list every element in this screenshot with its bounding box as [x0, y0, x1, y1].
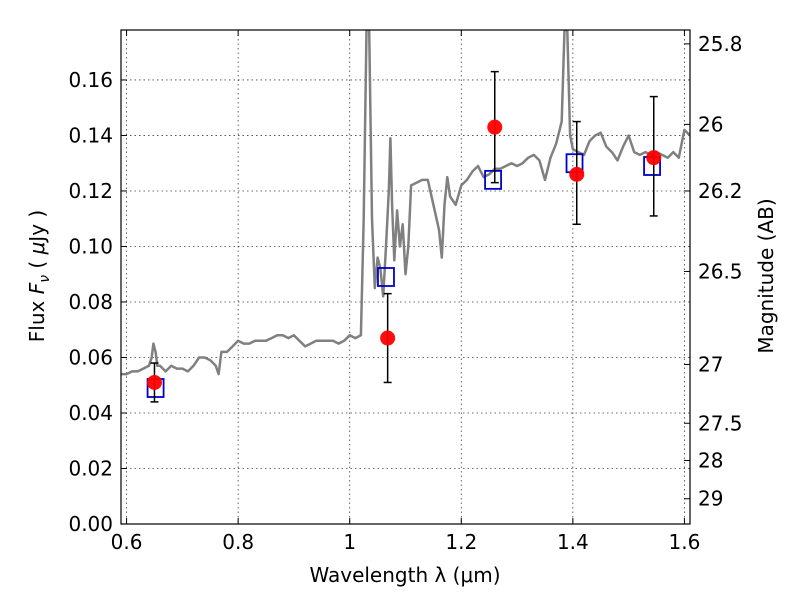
- x-tick-label: 0.8: [222, 530, 254, 554]
- observed-point: [146, 374, 162, 390]
- y-tick-label: 0.06: [68, 345, 113, 369]
- y-tick-label: 0.10: [68, 234, 113, 258]
- y-tick-label: 0.08: [68, 290, 113, 314]
- right-tick-label: 27: [698, 352, 723, 376]
- right-tick-label: 25.8: [698, 32, 743, 56]
- right-tick-label: 27.5: [698, 411, 743, 435]
- model-square-series: [146, 153, 661, 398]
- observed-point: [646, 150, 662, 166]
- right-tick-label: 26.2: [698, 179, 743, 203]
- y-axis-label-part: ν: [37, 275, 53, 283]
- right-tick-labels: 25.8 26 26.2 26.5 27 27.5 28 29: [698, 32, 743, 511]
- observed-point: [380, 330, 396, 346]
- y-tick-labels: 0.00 0.02 0.04 0.06 0.08 0.10 0.12 0.14 0.16: [68, 68, 113, 536]
- y-tick-label: 0.04: [68, 401, 113, 425]
- y-tick-label: 0.12: [68, 179, 113, 203]
- x-tick-labels: 0.6 0.8 1 1.2 1.4 1.6: [111, 530, 701, 554]
- x-tick-label: 1.2: [445, 530, 477, 554]
- y-tick-label: 0.16: [68, 68, 113, 92]
- x-tick-label: 1.4: [557, 530, 589, 554]
- x-tick-label: 1.6: [669, 530, 701, 554]
- plot-frame: [120, 29, 691, 525]
- y-axis-label-part: Flux: [25, 294, 49, 342]
- y-tick-label: 0.00: [68, 512, 113, 536]
- right-axis-label: Magnitude (AB): [754, 198, 778, 353]
- x-tick-label: 0.6: [111, 530, 143, 554]
- observed-point-series: [146, 70, 662, 403]
- observed-point: [569, 166, 585, 182]
- right-tick-label: 26.5: [698, 259, 743, 283]
- right-tick-label: 28: [698, 448, 723, 472]
- y-tick-label: 0.02: [68, 456, 113, 480]
- grid-lines: [121, 30, 690, 525]
- y-tick-label: 0.14: [68, 123, 113, 147]
- right-tick-label: 26: [698, 112, 723, 136]
- x-tick-label: 1: [343, 530, 356, 554]
- y-axis-label-part: F: [25, 282, 49, 294]
- right-tick-label: 29: [698, 487, 723, 511]
- y-axis-label: Flux Fν ( μJy ): [25, 210, 53, 342]
- model-square-point: [484, 169, 502, 190]
- tick-marks: [121, 30, 690, 525]
- y-axis-label-part: μ: [25, 242, 49, 256]
- y-axis-label-part: Jy ): [25, 210, 49, 244]
- spectrum-line: [121, 30, 690, 376]
- x-axis-label: Wavelength λ (μm): [309, 563, 500, 587]
- y-axis-label-part: (: [25, 254, 49, 275]
- model-square-point: [377, 267, 395, 287]
- observed-point: [487, 119, 503, 135]
- spectrum-line-series: [121, 30, 690, 376]
